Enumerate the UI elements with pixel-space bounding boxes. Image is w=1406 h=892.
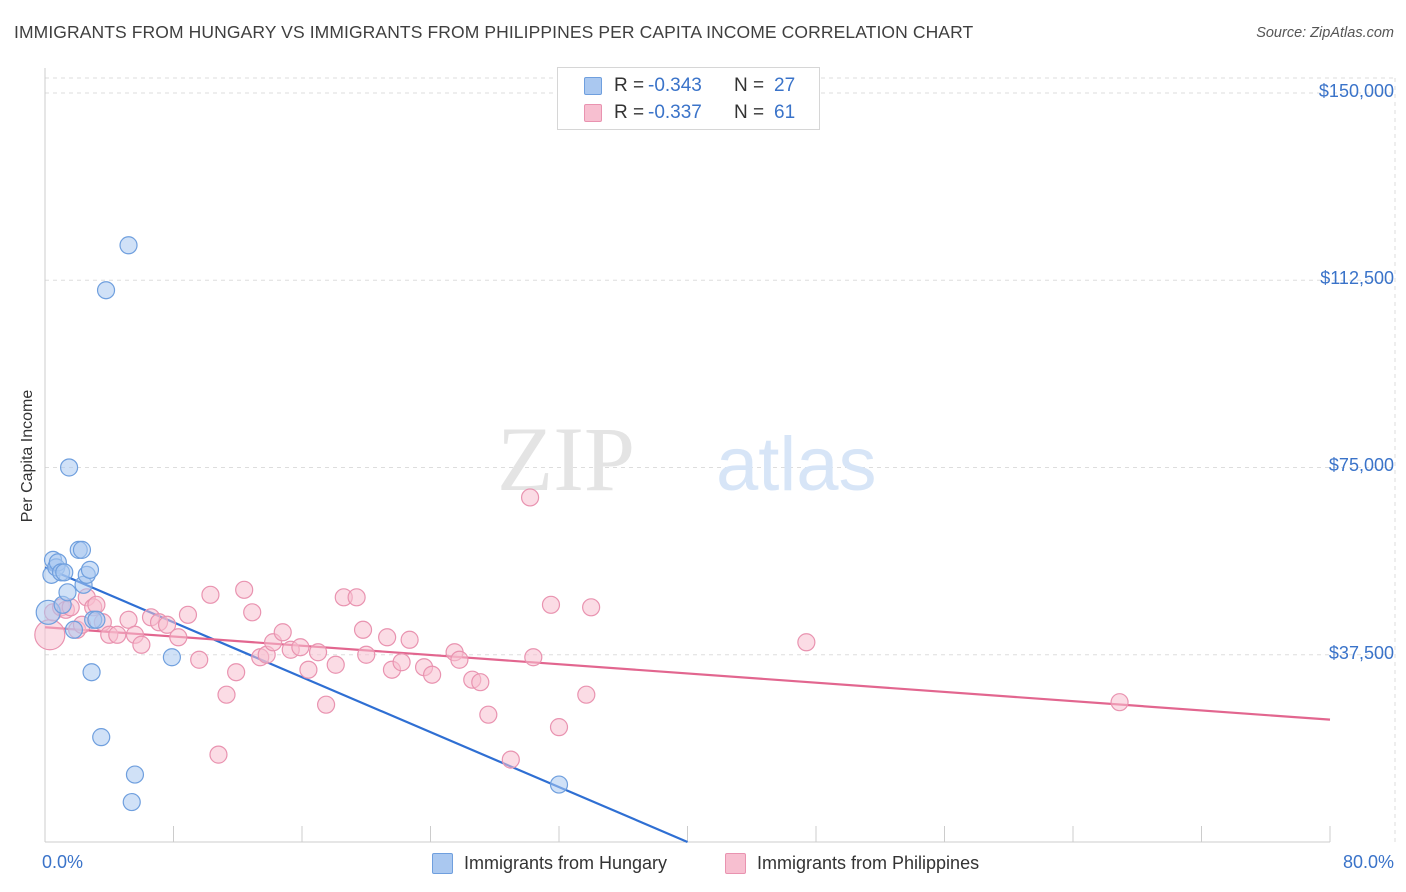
philippines-point (178, 605, 198, 624)
philippines-point (541, 595, 561, 614)
philippines-point (479, 705, 498, 724)
correlation-legend: R = -0.343 N = 27 R = -0.337 N = 61 (557, 67, 820, 130)
philippines-point (217, 685, 236, 704)
philippines-point (353, 620, 373, 639)
philippines-point (392, 653, 411, 672)
philippines-point (169, 628, 188, 647)
x-tick-min: 0.0% (42, 852, 84, 872)
axes (44, 68, 1331, 843)
philippines-point (291, 638, 310, 657)
hungary-legend-swatch (432, 853, 453, 874)
philippines-point (520, 488, 540, 507)
watermark-zip: ZIP (497, 408, 635, 510)
hungary-point (96, 281, 116, 300)
philippines-point (357, 645, 376, 664)
hungary-point (58, 583, 77, 602)
philippines-r-value: -0.337 (648, 102, 702, 123)
philippines-point (132, 635, 151, 654)
philippines-point (201, 585, 220, 604)
hungary-point (125, 765, 145, 784)
philippines-point (524, 648, 543, 667)
philippines-legend-label: Immigrants from Philippines (757, 853, 980, 873)
hungary-point (119, 236, 138, 255)
source-label: Source: ZipAtlas.com (1256, 25, 1394, 41)
philippines-swatch (584, 104, 602, 122)
philippines-n-value: 61 (774, 102, 796, 123)
hungary-point (80, 560, 100, 579)
philippines-legend-swatch (725, 853, 746, 874)
philippines-point (400, 630, 419, 649)
hungary-point (82, 663, 101, 682)
x-tick-max: 80.0% (1342, 852, 1394, 872)
philippines-point (797, 633, 816, 652)
chart-title: IMMIGRANTS FROM HUNGARY VS IMMIGRANTS FR… (14, 22, 974, 42)
philippines-point (108, 625, 127, 644)
hungary-point (72, 540, 92, 559)
philippines-point (227, 663, 246, 682)
philippines-point (471, 673, 490, 692)
hungary-n-value: 27 (774, 75, 796, 96)
y-tick-label: $150,000 (1318, 80, 1394, 101)
hungary-point (64, 620, 84, 639)
philippines-point (549, 718, 569, 737)
hungary-point (92, 728, 111, 747)
hungary-point (87, 610, 106, 629)
hungary-point (549, 775, 569, 794)
hungary-point (59, 458, 79, 477)
philippines-point (450, 650, 469, 669)
hungary-point (122, 792, 141, 812)
philippines-n-label: N = (734, 102, 765, 123)
philippines-point (577, 685, 596, 704)
philippines-point (299, 660, 318, 679)
hungary-legend-label: Immigrants from Hungary (464, 853, 668, 873)
philippines-point (423, 665, 442, 684)
hungary-point (162, 648, 181, 667)
philippines-r-label: R = (614, 102, 645, 123)
philippines-point (1110, 693, 1129, 712)
data-points (34, 236, 1129, 812)
hungary-r-label: R = (614, 75, 645, 96)
philippines-point (501, 750, 520, 769)
philippines-point (190, 650, 209, 669)
philippines-point (316, 695, 336, 714)
y-tick-label: $112,500 (1320, 268, 1394, 289)
philippines-point (119, 610, 138, 629)
philippines-point (582, 598, 601, 617)
watermark: ZIP atlas (497, 408, 877, 510)
hungary-n-label: N = (734, 75, 765, 96)
philippines-point (308, 643, 328, 662)
philippines-point (235, 580, 254, 599)
y-tick-label: $75,000 (1328, 455, 1394, 476)
philippines-point (378, 628, 397, 647)
hungary-point (55, 563, 74, 582)
philippines-point (157, 615, 177, 634)
y-tick-label: $37,500 (1328, 642, 1394, 663)
watermark-atlas: atlas (716, 422, 877, 507)
hungary-swatch (584, 77, 602, 95)
philippines-point (243, 603, 262, 622)
hungary-r-value: -0.343 (648, 75, 702, 96)
philippines-point (209, 745, 228, 764)
philippines-point (347, 588, 366, 607)
trend-lines (44, 566, 1331, 844)
philippines-point (326, 655, 345, 674)
philippines-point (273, 623, 292, 642)
